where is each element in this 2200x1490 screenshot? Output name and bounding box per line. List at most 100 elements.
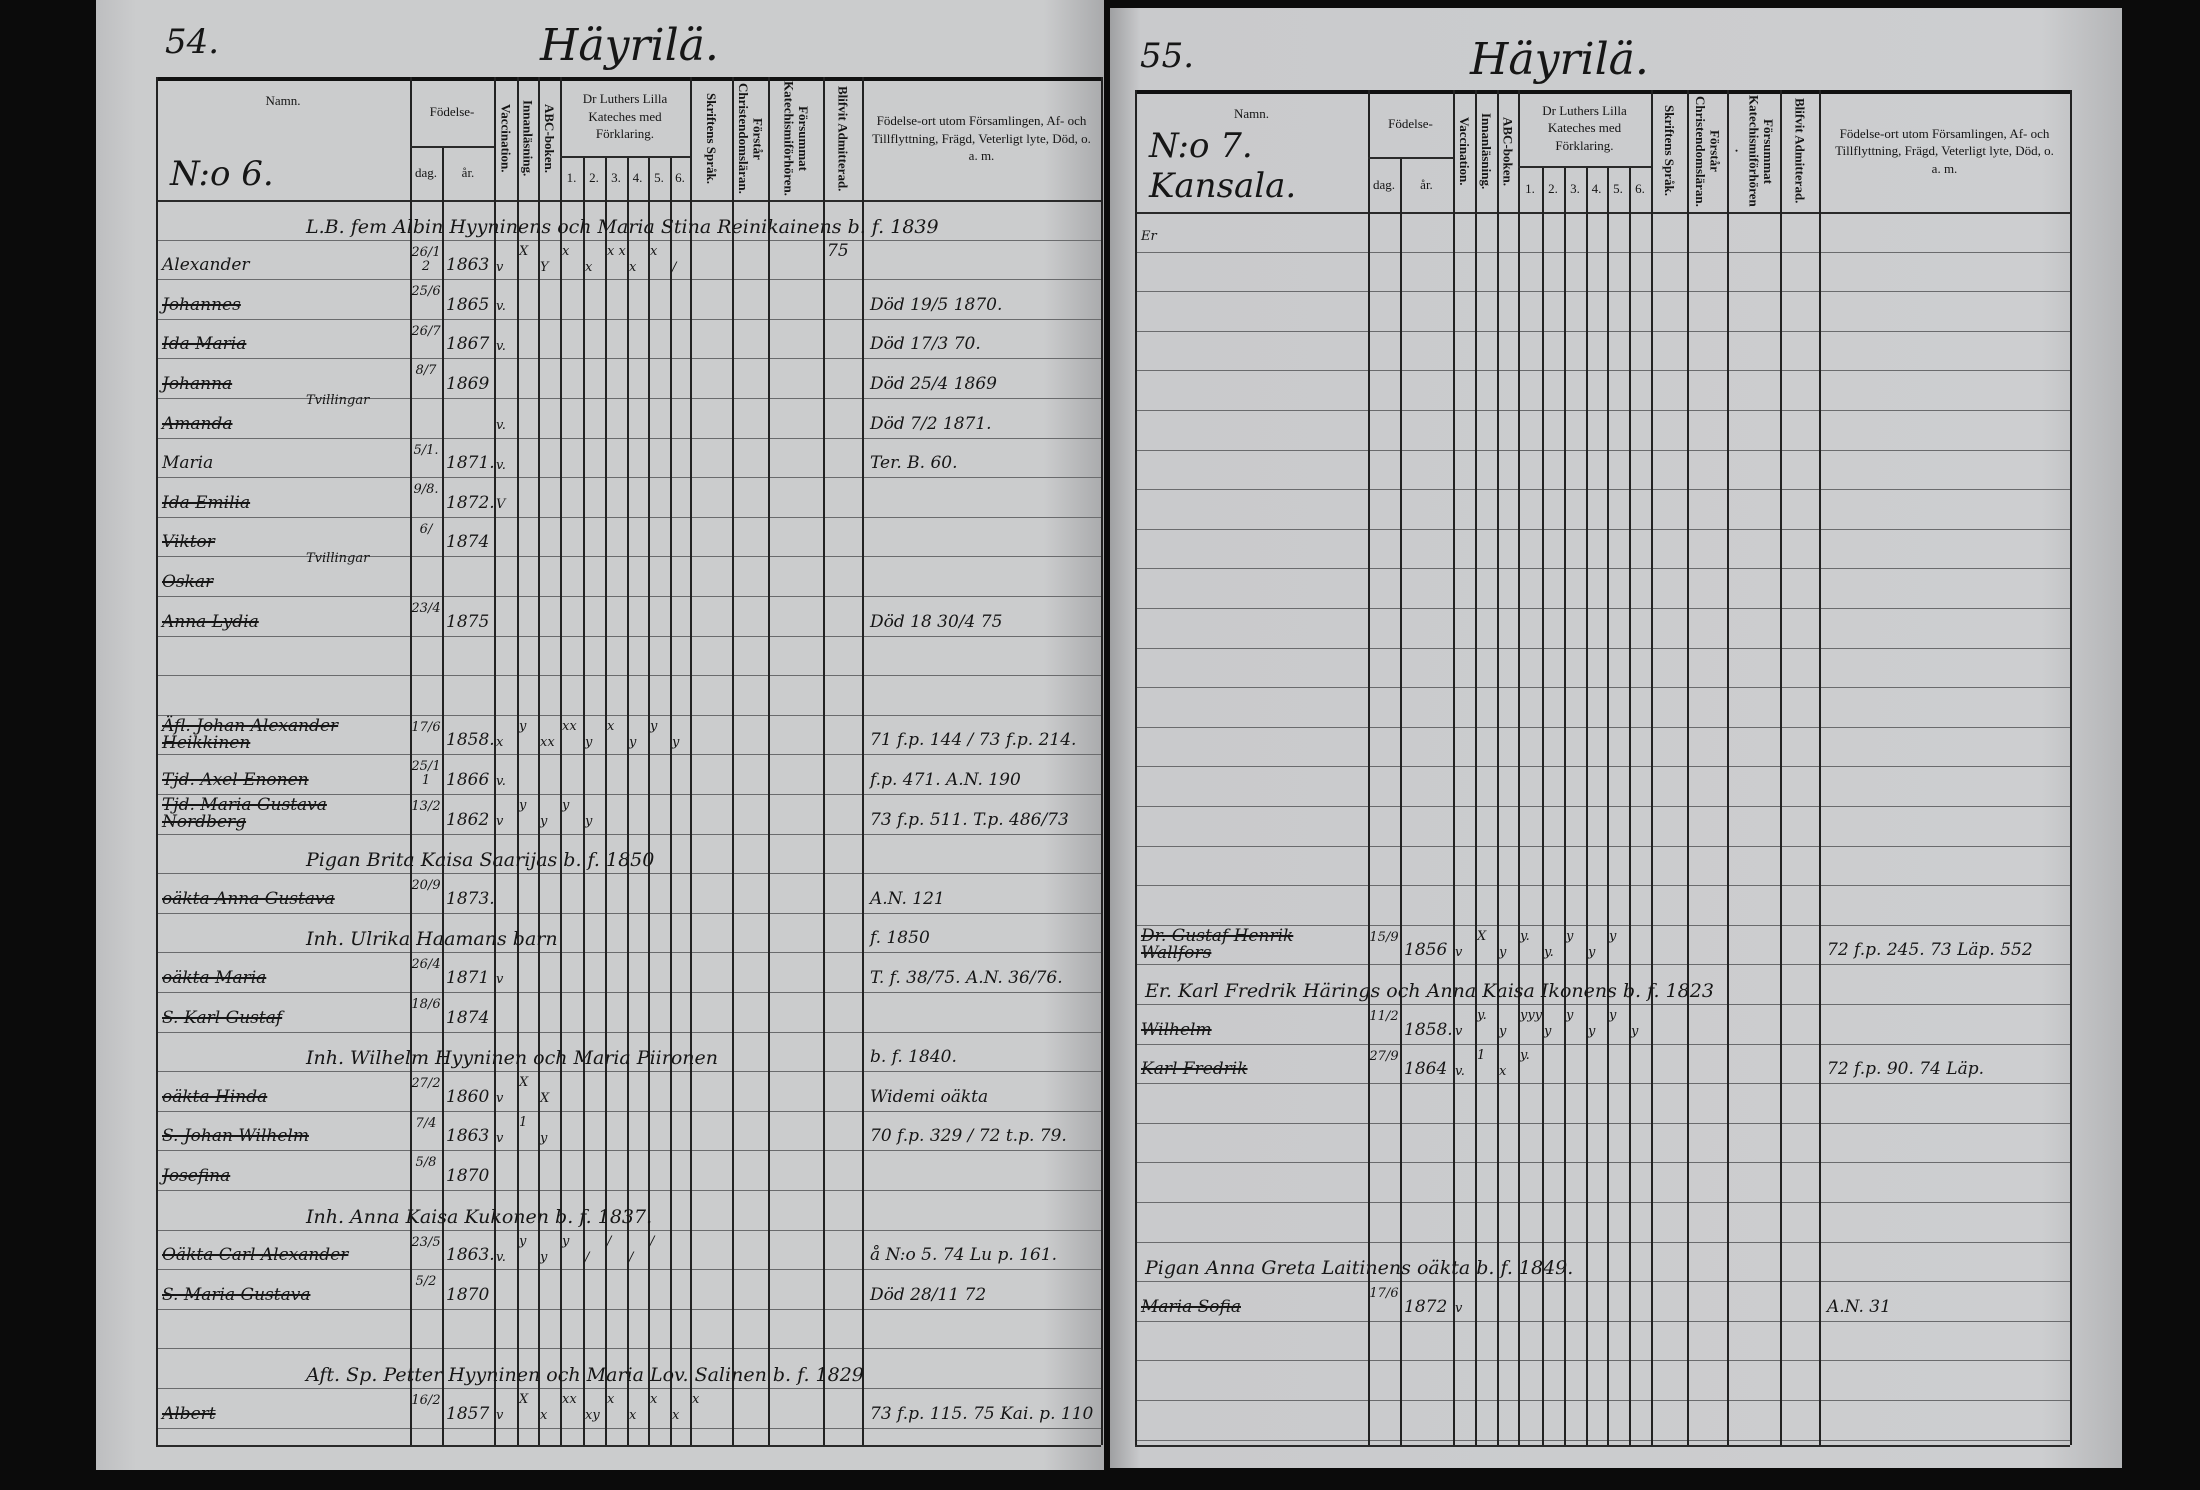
progress-mark: y. xyxy=(1520,1047,1530,1063)
progress-mark: x xyxy=(629,259,637,275)
ruled-line xyxy=(1135,806,2070,807)
header-dag: dag. xyxy=(414,165,438,181)
remark: A.N. 121 xyxy=(870,888,945,909)
header-namn: Namn. xyxy=(265,93,301,109)
ruled-line xyxy=(1135,964,2070,966)
column-divider xyxy=(690,77,692,1445)
header-fodelse: Födelse- xyxy=(1388,115,1433,131)
progress-mark: y xyxy=(519,718,527,734)
remark: Widemi oäkta xyxy=(870,1086,989,1107)
birth-year: 1873. xyxy=(446,888,495,909)
column-divider xyxy=(1497,90,1499,1445)
table-top-border xyxy=(156,77,1101,81)
birth-year: 1858. xyxy=(1404,1019,1453,1040)
column-divider xyxy=(1780,90,1782,1445)
progress-mark: x xyxy=(540,1408,548,1423)
person-name: oäkta Maria xyxy=(162,968,267,988)
birth-year: 1866 xyxy=(446,770,490,790)
column-divider xyxy=(823,77,825,1445)
page-number-right: 55. xyxy=(1140,36,1195,76)
header-abc-boken: ABC-boken. xyxy=(1500,116,1516,186)
progress-mark: v xyxy=(1455,1024,1463,1039)
birth-day: 26/12 xyxy=(411,244,441,274)
progress-mark: y xyxy=(540,814,548,829)
progress-mark: x x xyxy=(607,243,626,259)
header-katekes-2: 2. xyxy=(589,170,599,186)
person-name: Karl Fredrik xyxy=(1141,1059,1248,1080)
progress-mark: y. xyxy=(1477,1008,1487,1023)
ruled-line xyxy=(1135,924,2070,926)
ruled-line xyxy=(1135,845,2070,847)
ruled-line xyxy=(1135,1439,2070,1441)
birth-day: 13/2 xyxy=(411,799,441,814)
column-divider xyxy=(768,77,770,1445)
progress-mark: x xyxy=(562,243,570,259)
remark: å N:o 5. 74 Lu p. 161. xyxy=(870,1245,1058,1266)
column-divider xyxy=(1607,166,1609,1445)
birth-year: 1869 xyxy=(446,374,490,394)
person-name: S. Maria Gustava xyxy=(162,1284,311,1305)
progress-mark: y xyxy=(1631,1024,1639,1039)
progress-mark: 1 xyxy=(519,1114,528,1130)
header-forsummat: Försummat Katechismiförhören. xyxy=(1732,95,1776,207)
header-blifvit: Blifvit Admitterad. xyxy=(1792,98,1808,204)
progress-mark: v. xyxy=(496,418,506,433)
family-heading: Inh. Wilhelm Hyyninen och Maria Piironen xyxy=(306,1047,718,1070)
ruled-line xyxy=(1135,1043,2070,1045)
progress-mark: xx xyxy=(540,734,555,750)
progress-mark: x xyxy=(496,734,504,750)
progress-mark: x xyxy=(629,1408,637,1423)
person-name: Oskar xyxy=(162,572,214,592)
birth-year: 1867 xyxy=(446,334,490,355)
progress-mark: v xyxy=(1455,1301,1463,1317)
progress-mark: y xyxy=(1499,1024,1507,1039)
family-heading: Aft. Sp. Petter Hyyninen och Maria Lov. … xyxy=(306,1364,864,1386)
person-name: Amanda xyxy=(162,413,233,434)
header-forsummat: Försummat Katechismiförhören. xyxy=(781,81,811,196)
column-divider xyxy=(538,77,540,1445)
person-name: Ida Maria xyxy=(162,334,247,355)
header-katekes-5: 5. xyxy=(654,170,664,186)
birth-year: 1872. xyxy=(446,492,495,513)
column-divider xyxy=(1629,166,1631,1445)
household-number: N:o 6. xyxy=(170,154,274,194)
header-katekes-3: 3. xyxy=(611,170,621,186)
progress-mark: y xyxy=(650,718,658,734)
ruled-line xyxy=(1135,1083,2070,1085)
person-name: Oäkta Carl Alexander xyxy=(162,1245,349,1266)
progress-mark: x xyxy=(585,259,593,275)
remark: 71 f.p. 144 / 73 f.p. 214. xyxy=(870,730,1077,751)
birth-day: 25/6 xyxy=(411,284,441,300)
header-abc-boken: ABC-boken. xyxy=(542,104,558,173)
ruled-line xyxy=(1135,1400,2070,1401)
person-name: Äfl. Johan Alexander Heikkinen xyxy=(162,715,339,753)
family-heading: Er. Karl Fredrik Härings och Anna Kaisa … xyxy=(1145,980,1714,1002)
birth-day: 5/2 xyxy=(415,1274,437,1290)
birth-year: 1863 xyxy=(446,1126,490,1147)
progress-mark: y xyxy=(1544,1024,1552,1039)
person-name: Maria xyxy=(162,453,214,474)
column-divider xyxy=(1727,90,1729,1445)
progress-mark: v xyxy=(496,259,504,275)
header-bottom-border xyxy=(1135,212,2070,214)
column-divider xyxy=(1475,90,1477,1445)
header-katekes-5: 5. xyxy=(1613,181,1623,197)
progress-mark: v xyxy=(496,972,504,988)
header-fodelse-ort: Födelse-ort utom Församlingen, Af- och T… xyxy=(872,113,1091,164)
person-name: Alexander xyxy=(162,255,250,276)
ruled-line xyxy=(1135,251,2070,253)
header-skriftens-sprak: Skriftens Språk. xyxy=(1662,105,1678,197)
progress-mark: y xyxy=(1588,944,1596,960)
progress-mark: y xyxy=(585,814,593,829)
ruled-line xyxy=(1135,1162,2070,1164)
ruled-line xyxy=(1135,330,2070,332)
register-page-right xyxy=(1110,8,2122,1468)
progress-mark: y xyxy=(562,1233,570,1249)
birth-day: 5/8 xyxy=(415,1155,437,1171)
birth-year: 1862 xyxy=(446,809,490,830)
person-name: Anna Lydia xyxy=(162,611,259,632)
ruled-line xyxy=(1135,568,2070,570)
ruled-line xyxy=(1135,1281,2070,1283)
header-katekes: Dr Luthers Lilla Kateches med Förklaring… xyxy=(1542,102,1627,153)
header-katekes-3: 3. xyxy=(1570,181,1580,197)
